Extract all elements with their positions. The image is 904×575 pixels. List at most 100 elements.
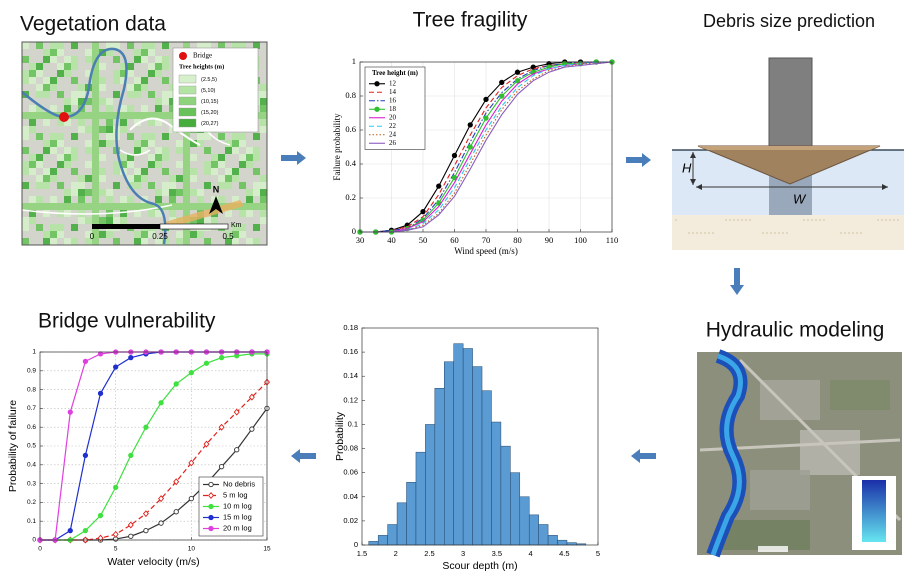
vegetation-cell bbox=[260, 182, 267, 189]
y-tick-label: 0.6 bbox=[345, 124, 356, 134]
marker bbox=[98, 391, 102, 395]
vegetation-cell bbox=[134, 147, 141, 154]
vegetation-cell bbox=[239, 154, 246, 161]
vegetation-cell bbox=[162, 147, 169, 154]
vegetation-cell bbox=[127, 84, 134, 91]
histogram-bar bbox=[520, 497, 529, 545]
vegetation-cell bbox=[246, 161, 253, 168]
legend-label: 10 m log bbox=[223, 501, 252, 510]
vegetation-cell bbox=[162, 42, 169, 49]
aerial-patch bbox=[830, 380, 890, 410]
vegetation-cell bbox=[260, 175, 267, 182]
vegetation-cell bbox=[246, 203, 253, 210]
histogram-bar bbox=[463, 348, 472, 545]
vegetation-cell bbox=[148, 182, 155, 189]
soil-grain bbox=[811, 219, 813, 221]
vegetation-cell bbox=[260, 119, 267, 126]
x-tick-label: 30 bbox=[356, 235, 365, 245]
scale-box bbox=[758, 546, 788, 552]
vegetation-cell bbox=[43, 231, 50, 238]
vegetation-cell bbox=[127, 203, 134, 210]
vegetation-cell bbox=[190, 168, 197, 175]
x-tick-label: 5 bbox=[596, 549, 600, 558]
scale-unit: Km bbox=[231, 222, 242, 229]
scale-bar bbox=[92, 224, 160, 229]
legend-label: 16 bbox=[389, 96, 397, 104]
vegetation-cell bbox=[50, 49, 57, 56]
marker bbox=[209, 504, 213, 508]
vegetation-cell bbox=[57, 49, 64, 56]
y-tick-label: 0.6 bbox=[27, 424, 36, 431]
soil-grain bbox=[700, 232, 702, 234]
soil-grain bbox=[897, 219, 899, 221]
vegetation-cell bbox=[64, 70, 71, 77]
marker bbox=[219, 355, 223, 359]
vegetation-cell bbox=[169, 175, 176, 182]
vegetation-cell bbox=[99, 231, 106, 238]
vegetation-cell bbox=[155, 63, 162, 70]
vegetation-cell bbox=[29, 203, 36, 210]
vegetation-cell bbox=[43, 49, 50, 56]
x-tick-label: 1.5 bbox=[357, 549, 367, 558]
vegetation-cell bbox=[99, 63, 106, 70]
y-tick-label: 1 bbox=[32, 349, 36, 356]
vegetation-cell bbox=[64, 189, 71, 196]
legend-label: 22 bbox=[389, 122, 397, 130]
vegetation-cell bbox=[183, 161, 190, 168]
vegetation-cell bbox=[218, 133, 225, 140]
y-tick-label: 0.06 bbox=[343, 468, 358, 477]
soil-grain bbox=[778, 232, 780, 234]
vegetation-cell bbox=[183, 182, 190, 189]
vegetation-cell bbox=[99, 175, 106, 182]
soil-grain bbox=[737, 219, 739, 221]
x-tick-label: 10 bbox=[188, 546, 196, 553]
vegetation-cell bbox=[239, 140, 246, 147]
vegetation-cell bbox=[85, 217, 92, 224]
vegetation-cell bbox=[218, 196, 225, 203]
y-tick-label: 0 bbox=[352, 226, 356, 236]
x-tick-label: 0 bbox=[38, 546, 42, 553]
vegetation-cell bbox=[78, 175, 85, 182]
vegetation-cell bbox=[71, 182, 78, 189]
vegetation-cell bbox=[36, 196, 43, 203]
vegetation-cell bbox=[106, 126, 113, 133]
vegetation-cell bbox=[99, 126, 106, 133]
vegetation-cell bbox=[71, 77, 78, 84]
vegetation-cell bbox=[120, 217, 127, 224]
vegetation-cell bbox=[50, 231, 57, 238]
panel-title: Hydraulic modeling bbox=[706, 319, 885, 342]
vegetation-cell bbox=[57, 70, 64, 77]
soil-grain bbox=[733, 219, 735, 221]
soil-grain bbox=[762, 232, 764, 234]
vegetation-cell bbox=[113, 203, 120, 210]
vegetation-cell bbox=[148, 154, 155, 161]
vegetation-cell bbox=[85, 126, 92, 133]
soil-grain bbox=[881, 219, 883, 221]
vegetation-cell bbox=[169, 196, 176, 203]
vegetation-cell bbox=[106, 133, 113, 140]
vegetation-cell bbox=[218, 175, 225, 182]
vegetation-cell bbox=[127, 70, 134, 77]
vegetation-cell bbox=[141, 140, 148, 147]
vegetation-cell bbox=[50, 105, 57, 112]
vegetation-cell bbox=[78, 217, 85, 224]
vegetation-cell bbox=[92, 105, 99, 112]
y-tick-label: 0.4 bbox=[27, 462, 36, 469]
vegetation-cell bbox=[29, 105, 36, 112]
vegetation-cell bbox=[50, 203, 57, 210]
vegetation-cell bbox=[71, 189, 78, 196]
vegetation-cell bbox=[106, 196, 113, 203]
marker bbox=[209, 482, 213, 486]
vegetation-cell bbox=[141, 77, 148, 84]
vegetation-cell bbox=[155, 98, 162, 105]
vegetation-cell bbox=[155, 189, 162, 196]
y-tick-label: 0.12 bbox=[343, 395, 358, 404]
soil-grain bbox=[774, 232, 776, 234]
scale-label: 0 bbox=[90, 232, 95, 241]
x-tick-label: 70 bbox=[482, 235, 491, 245]
vegetation-cell bbox=[71, 98, 78, 105]
vegetation-cell bbox=[183, 168, 190, 175]
aerial-patch bbox=[800, 430, 860, 475]
vegetation-cell bbox=[120, 154, 127, 161]
arrow bbox=[626, 153, 651, 167]
